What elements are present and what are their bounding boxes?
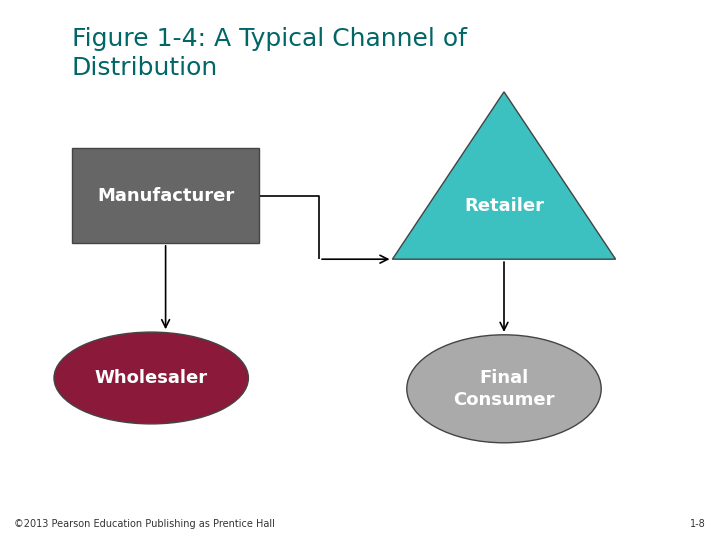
Text: Final
Consumer: Final Consumer [454,369,554,409]
Text: Retailer: Retailer [464,197,544,214]
Text: ©2013 Pearson Education Publishing as Prentice Hall: ©2013 Pearson Education Publishing as Pr… [14,519,275,529]
Bar [72,148,259,243]
Text: Manufacturer: Manufacturer [97,187,234,205]
Text: Figure 1-4: A Typical Channel of
Distribution: Figure 1-4: A Typical Channel of Distrib… [72,27,467,80]
Ellipse shape [54,332,248,424]
Text: 1-8: 1-8 [690,519,706,529]
Text: Wholesaler: Wholesaler [94,369,208,387]
Polygon shape [392,92,616,259]
Ellipse shape [407,335,601,443]
